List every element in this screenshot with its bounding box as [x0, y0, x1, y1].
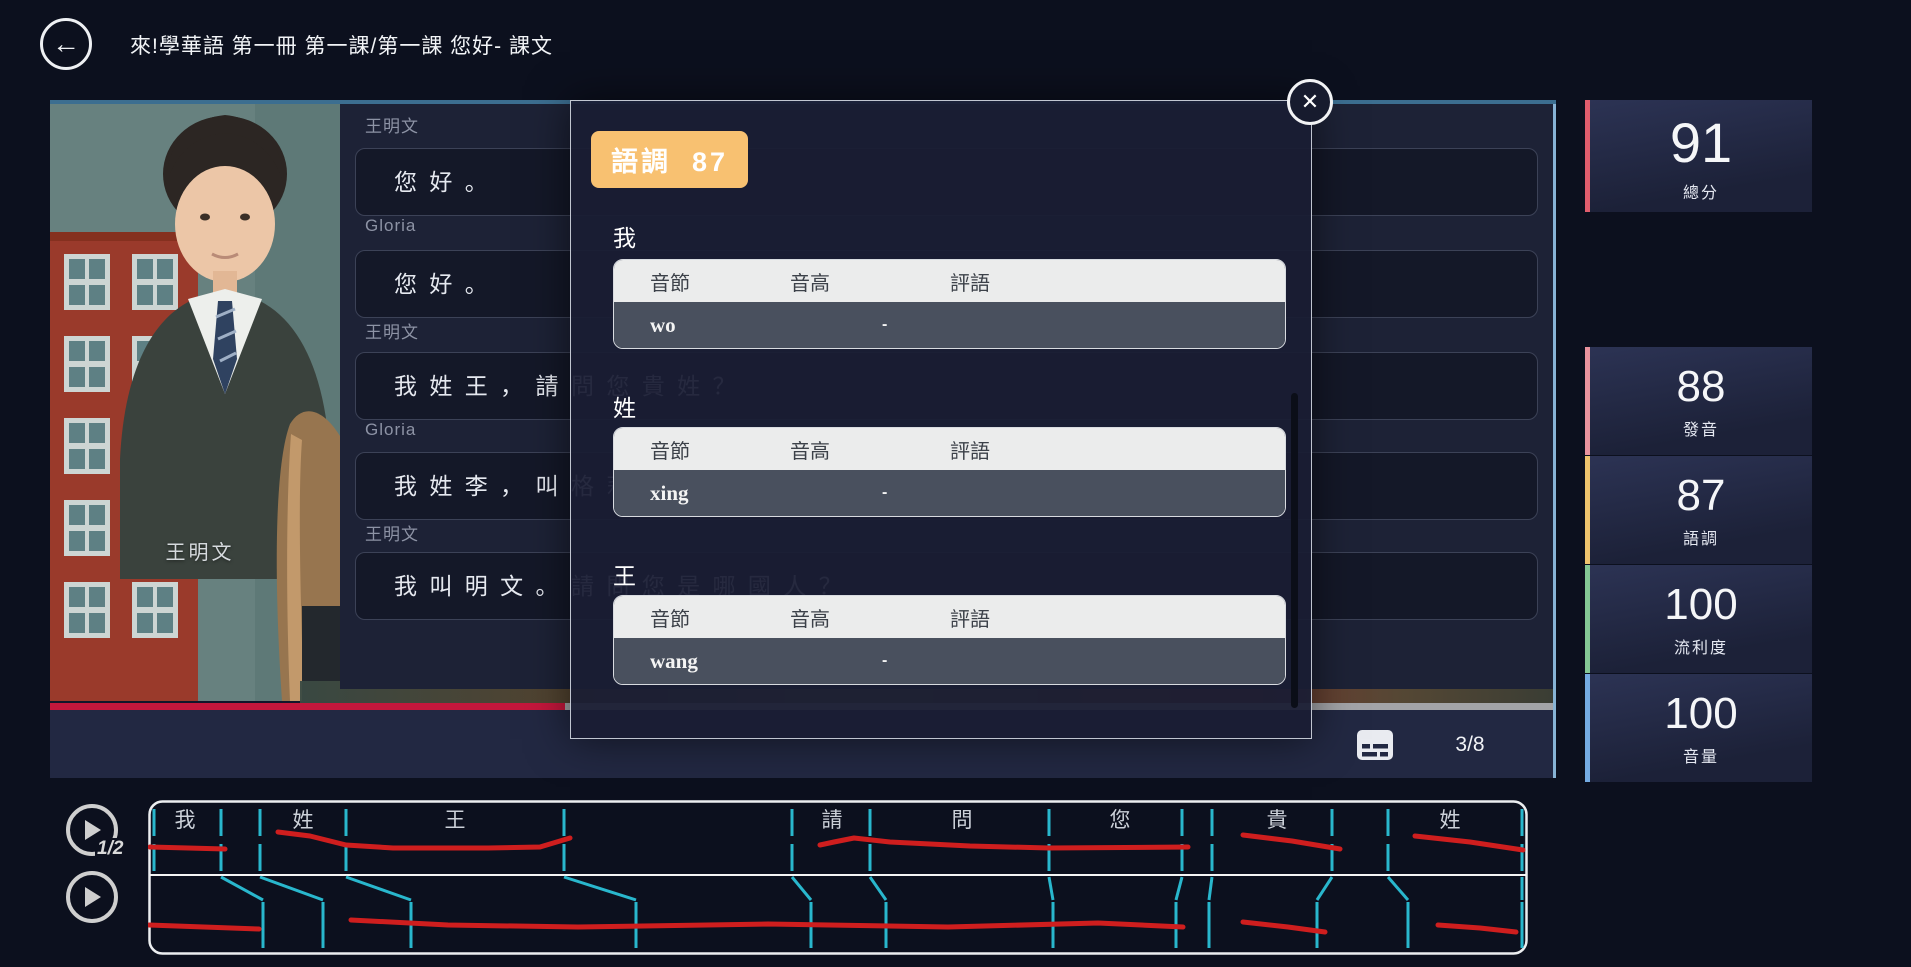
modal-scrollbar-thumb[interactable]	[1291, 393, 1298, 708]
col-comment: 評語	[950, 272, 990, 295]
score-label: 語調	[1682, 531, 1719, 548]
total-score-value: 91	[1669, 110, 1733, 174]
syllable-table: 音節 音高 評語 wang -	[613, 595, 1286, 685]
badge-label: 語調	[611, 147, 671, 177]
score-label: 音量	[1682, 749, 1719, 766]
score-card-intonation: 87 語調	[1585, 456, 1812, 564]
syllable-table: 音節 音高 評語 xing -	[613, 427, 1286, 517]
syllable-value: wo	[650, 312, 676, 337]
pitch-contour-svg: 我姓王請問您貴姓	[146, 800, 1528, 955]
table-header: 音節 音高 評語	[614, 596, 1285, 638]
play-button[interactable]	[66, 871, 118, 923]
back-button[interactable]: ←	[40, 18, 92, 70]
col-pitch: 音高	[790, 608, 830, 631]
score-value: 87	[1676, 471, 1726, 520]
pitch-value: -	[882, 316, 888, 333]
speaker-label: 王明文	[365, 323, 419, 342]
total-score-label: 總分	[1682, 184, 1719, 202]
score-card-fluency: 100 流利度	[1585, 565, 1812, 673]
play-icon	[85, 820, 101, 840]
svg-text:王: 王	[445, 809, 466, 832]
syllable-table: 音節 音高 評語 wo -	[613, 259, 1286, 349]
score-value: 100	[1664, 580, 1738, 629]
score-value: 88	[1676, 362, 1726, 411]
score-card-pronunciation: 88 發音	[1585, 347, 1812, 455]
close-button[interactable]: ✕	[1287, 79, 1333, 125]
svg-text:姓: 姓	[1440, 809, 1461, 832]
speed-label: 1/2	[95, 838, 126, 860]
svg-text:貴: 貴	[1267, 809, 1288, 832]
tone-score-badge: 語調 87	[591, 131, 749, 188]
table-row: xing -	[614, 470, 1285, 516]
score-card-volume: 100 音量	[1585, 674, 1812, 782]
speaker-label: 王明文	[365, 525, 419, 544]
word-heading: 我	[613, 225, 637, 251]
col-comment: 評語	[950, 608, 990, 631]
speaker-label: Gloria	[365, 216, 417, 235]
keyboard-icon	[1357, 730, 1393, 760]
svg-text:您: 您	[1110, 809, 1131, 832]
breadcrumb: 來!學華語 第一冊 第一課/第一課 您好- 課文	[130, 35, 553, 58]
video-illustration	[50, 104, 340, 701]
character-photo	[120, 115, 330, 579]
video-progress-played	[50, 703, 565, 710]
svg-text:姓: 姓	[293, 809, 314, 832]
play-half-speed-button[interactable]	[66, 804, 118, 856]
badge-score: 87	[692, 147, 729, 177]
speaker-label: Gloria	[365, 420, 417, 439]
col-comment: 評語	[950, 440, 990, 463]
word-heading: 王	[613, 563, 637, 589]
col-pitch: 音高	[790, 272, 830, 295]
page-indicator: 3/8	[1455, 733, 1485, 756]
col-syllable: 音節	[650, 272, 690, 295]
total-score-card: 91 總分	[1585, 100, 1812, 212]
score-label: 發音	[1682, 422, 1719, 439]
close-icon: ✕	[1300, 89, 1320, 114]
speaker-label: 王明文	[365, 117, 419, 136]
play-icon	[85, 887, 101, 907]
pitch-contour-chart: 我姓王請問您貴姓	[146, 800, 1528, 960]
main-right-border	[1553, 104, 1556, 778]
score-value: 100	[1664, 689, 1738, 738]
pitch-value: -	[882, 652, 888, 669]
table-row: wang -	[614, 638, 1285, 684]
back-arrow-icon: ←	[52, 28, 80, 59]
syllable-value: xing	[650, 480, 689, 505]
subtitle-keyboard-button[interactable]	[1356, 729, 1394, 761]
tone-detail-modal: ✕ 語調 87 我 音節 音高 評語 wo - 姓 音節 音高 評語 xing …	[570, 79, 1333, 739]
svg-text:我: 我	[175, 809, 196, 832]
col-syllable: 音節	[650, 608, 690, 631]
col-syllable: 音節	[650, 440, 690, 463]
table-header: 音節 音高 評語	[614, 428, 1285, 470]
word-heading: 姓	[613, 395, 637, 421]
svg-text:問: 問	[952, 809, 973, 832]
table-header: 音節 音高 評語	[614, 260, 1285, 302]
table-row: wo -	[614, 302, 1285, 348]
col-pitch: 音高	[790, 440, 830, 463]
character-name-label: 王明文	[165, 542, 235, 564]
pitch-value: -	[882, 484, 888, 501]
syllable-value: wang	[650, 648, 698, 673]
score-label: 流利度	[1673, 640, 1728, 657]
svg-text:請: 請	[822, 809, 843, 832]
